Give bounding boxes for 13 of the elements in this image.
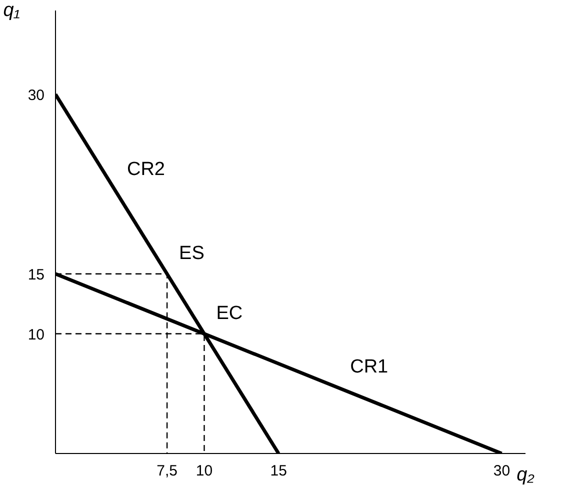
x-tick-label: 10 bbox=[196, 462, 213, 480]
x-tick-label: 30 bbox=[493, 462, 510, 480]
x-tick-label: 15 bbox=[270, 462, 287, 480]
annotation: EC bbox=[216, 302, 243, 324]
annotation: CR2 bbox=[126, 159, 166, 180]
y-tick-label: 30 bbox=[28, 86, 45, 104]
x-tick-label: 7,5 bbox=[156, 462, 178, 480]
annotation: ES bbox=[179, 242, 204, 264]
x-axis-title: q₂ bbox=[516, 464, 536, 486]
y-axis-title: q₁ bbox=[3, 0, 20, 21]
y-tick-label: 10 bbox=[28, 326, 45, 344]
annotation: CR1 bbox=[350, 356, 388, 378]
y-tick-label: 15 bbox=[28, 266, 45, 284]
